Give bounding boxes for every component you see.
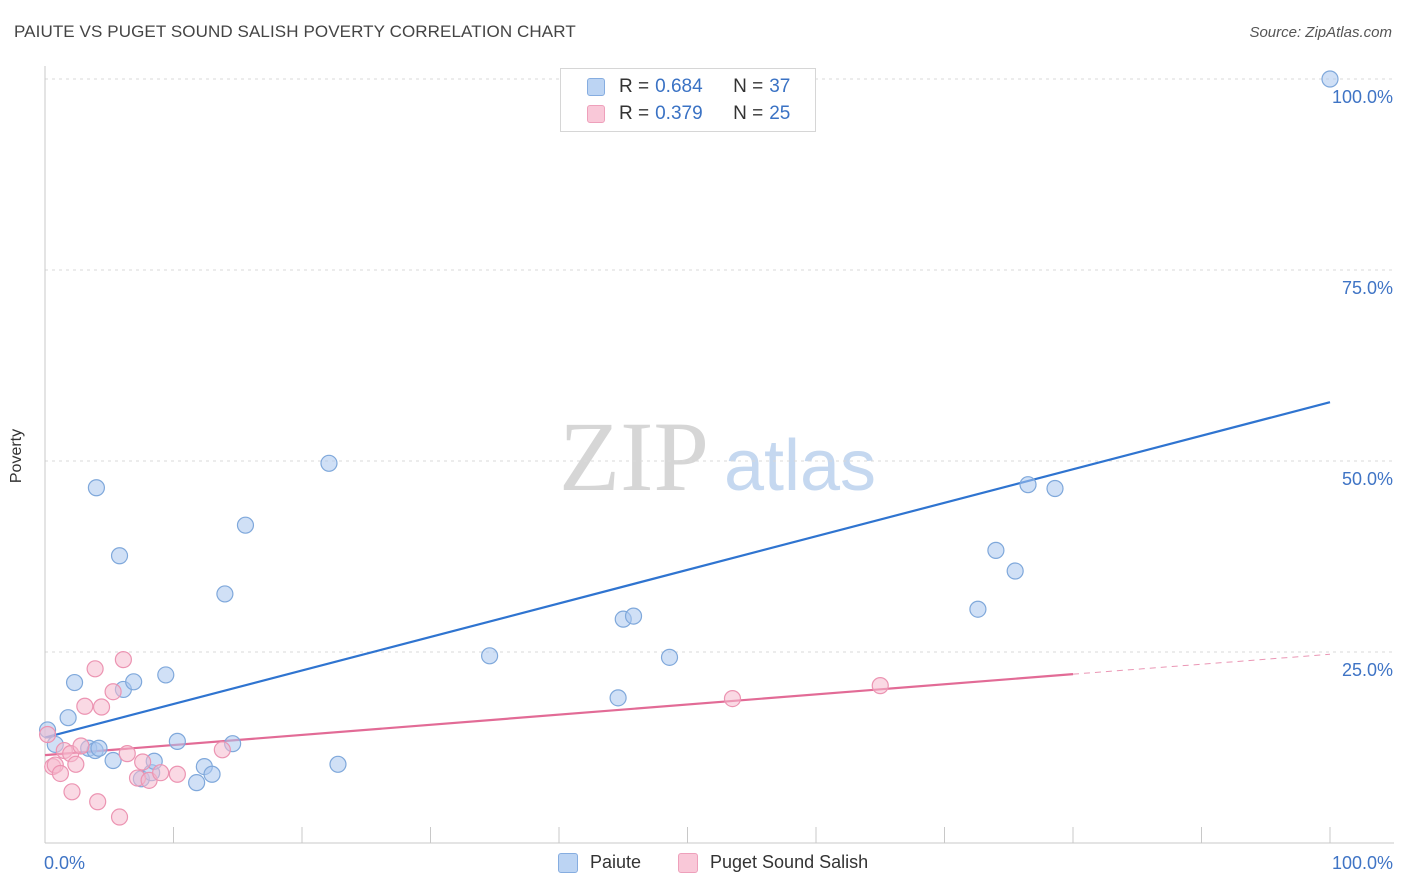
legend-row-salish: R = 0.379 N = 25	[587, 103, 790, 125]
data-point-paiute	[660, 648, 679, 666]
data-point-paiute	[969, 600, 987, 618]
trendline-paiute	[44, 401, 1331, 739]
n-label: N =	[733, 103, 764, 124]
chart-title: PAIUTE VS PUGET SOUND SALISH POVERTY COR…	[14, 22, 576, 41]
data-point-salish	[63, 783, 81, 801]
data-point-salish	[110, 808, 129, 826]
paiute-legend-swatch	[558, 852, 578, 873]
trendline-salish	[44, 673, 1074, 757]
trendline-salish-extension	[1072, 653, 1331, 675]
r-value-paiute: 0.684	[655, 76, 703, 97]
salish-swatch	[587, 105, 605, 123]
data-point-salish	[871, 677, 889, 695]
salish-legend-swatch	[678, 852, 698, 873]
data-point-salish	[134, 753, 152, 771]
data-point-salish	[89, 793, 107, 811]
y-tick-label: 50.0%	[1342, 469, 1393, 489]
correlation-legend: R = 0.684 N = 37 R = 0.379 N = 25	[560, 68, 816, 132]
data-point-salish	[168, 765, 186, 783]
source-label: Source: ZipAtlas.com	[1249, 24, 1392, 41]
data-point-paiute	[110, 547, 129, 565]
n-value-salish: 25	[769, 103, 791, 124]
data-point-paiute	[188, 774, 206, 792]
series-legend: Paiute Puget Sound Salish	[0, 852, 1406, 876]
data-point-salish	[38, 725, 57, 744]
legend-item-salish: Puget Sound Salish	[678, 852, 868, 873]
y-tick-label: 75.0%	[1342, 278, 1393, 298]
data-point-salish	[114, 651, 132, 669]
legend-row-paiute: R = 0.684 N = 37	[587, 76, 790, 98]
data-point-paiute	[104, 751, 122, 770]
data-point-salish	[51, 764, 70, 783]
data-point-paiute	[329, 755, 347, 773]
data-point-paiute	[125, 673, 143, 691]
data-point-paiute	[1321, 70, 1339, 88]
data-point-paiute	[987, 541, 1005, 559]
legend-item-paiute: Paiute	[558, 852, 641, 873]
data-point-salish	[152, 764, 170, 782]
data-point-paiute	[59, 709, 77, 727]
data-point-salish	[86, 660, 104, 678]
data-point-paiute	[90, 739, 108, 757]
n-value-paiute: 37	[769, 76, 791, 97]
r-label: R =	[619, 103, 650, 124]
r-value-salish: 0.379	[655, 103, 703, 124]
data-point-paiute	[1019, 476, 1037, 494]
y-tick-label: 25.0%	[1342, 660, 1393, 680]
data-point-paiute	[624, 607, 643, 625]
watermark-atlas: atlas	[724, 426, 876, 506]
data-point-paiute	[216, 585, 234, 603]
x-tick-label: 0.0%	[44, 853, 85, 873]
data-point-paiute	[168, 732, 186, 750]
data-point-salish	[76, 697, 94, 715]
n-label: N =	[733, 76, 764, 97]
data-point-paiute	[609, 689, 627, 707]
data-point-salish	[723, 690, 742, 708]
data-point-paiute	[1006, 562, 1024, 580]
data-point-paiute	[1046, 479, 1064, 498]
y-tick-label: 100.0%	[1332, 87, 1393, 107]
x-tick-label: 100.0%	[1332, 853, 1393, 873]
data-point-salish	[118, 745, 136, 763]
data-point-paiute	[87, 479, 106, 497]
data-point-salish	[104, 683, 122, 701]
data-point-salish	[67, 755, 85, 773]
data-point-paiute	[157, 666, 175, 684]
r-label: R =	[619, 76, 650, 97]
data-point-salish	[72, 737, 90, 755]
data-point-paiute	[65, 673, 84, 692]
data-point-paiute	[481, 647, 499, 665]
legend-label-salish: Puget Sound Salish	[710, 852, 869, 872]
paiute-swatch	[587, 78, 605, 96]
data-point-paiute	[203, 765, 221, 783]
data-point-salish	[92, 698, 111, 716]
data-point-salish	[213, 741, 231, 759]
data-point-paiute	[236, 516, 255, 534]
data-point-paiute	[320, 454, 338, 472]
legend-label-paiute: Paiute	[590, 852, 642, 872]
watermark-zip: ZIP	[559, 401, 709, 512]
